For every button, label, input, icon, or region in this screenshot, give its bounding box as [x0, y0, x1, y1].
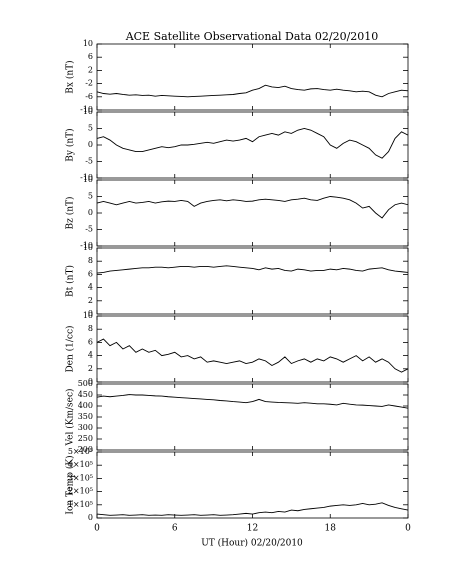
y-tick-label: -5 [85, 157, 93, 166]
chart-title: ACE Satellite Observational Data 02/20/2… [125, 30, 379, 43]
y-tick-label: 6 [88, 52, 93, 61]
y-axis-label: Bz (nT) [65, 196, 76, 229]
y-tick-label: 300 [78, 423, 93, 432]
y-tick-label: 0 [88, 513, 93, 522]
data-line [96, 84, 409, 98]
panel-frame [96, 43, 409, 111]
y-tick-label: 200 [78, 445, 93, 454]
y-tick-label: -5 [85, 225, 93, 234]
y-tick-label: 2 [88, 296, 93, 305]
x-tick-label: 6 [172, 524, 178, 534]
data-line [96, 338, 409, 373]
y-axis-label: Vel (Km/sec) [65, 388, 76, 446]
panel-frame [96, 247, 409, 315]
y-tick-label: 8 [88, 256, 93, 265]
y-tick-label: 1×10⁵ [68, 500, 93, 509]
y-tick-label: -2 [85, 79, 93, 88]
x-tick-label: 18 [325, 524, 337, 534]
y-tick-label: 6 [88, 269, 93, 278]
panel-frame [96, 383, 409, 451]
y-axis-label: Den (1/cc) [65, 325, 76, 372]
x-tick-label: 12 [247, 524, 258, 534]
y-axis-label: By (nT) [65, 128, 76, 161]
y-tick-label: 2×10⁵ [68, 487, 93, 496]
y-tick-label: 6 [88, 337, 93, 346]
y-tick-label: 400 [78, 401, 93, 410]
y-tick-label: 2 [88, 65, 93, 74]
data-line [96, 196, 409, 219]
x-tick-label: 0 [94, 524, 100, 534]
y-tick-label: -10 [80, 173, 93, 182]
y-tick-label: 0 [88, 208, 93, 217]
y-tick-label: 450 [78, 390, 93, 399]
y-tick-label: 0 [88, 140, 93, 149]
panel-frame [96, 451, 409, 519]
data-line [96, 128, 409, 159]
y-tick-label: 10 [83, 175, 93, 184]
y-tick-label: 4×10⁵ [68, 460, 93, 469]
y-tick-label: 0 [88, 377, 93, 386]
y-axis-label: Ion Temp (K) [65, 455, 76, 514]
y-tick-label: -10 [80, 105, 93, 114]
panel-frame [96, 179, 409, 247]
y-tick-label: 5 [88, 124, 93, 133]
y-tick-label: 10 [83, 39, 93, 48]
x-tick-label: 0 [405, 524, 411, 534]
y-tick-label: 2 [88, 364, 93, 373]
y-tick-label: 500 [78, 379, 93, 388]
y-tick-label: -6 [85, 92, 93, 101]
data-line [96, 502, 409, 516]
y-tick-label: 8 [88, 324, 93, 333]
y-tick-label: -10 [80, 241, 93, 250]
panel-frame [96, 111, 409, 179]
y-tick-label: 5 [88, 192, 93, 201]
y-tick-label: 10 [83, 311, 93, 320]
y-tick-label: 10 [83, 107, 93, 116]
y-tick-label: 3×10⁵ [68, 473, 93, 482]
y-tick-label: 350 [78, 412, 93, 421]
y-tick-label: 10 [83, 243, 93, 252]
panel-frame [96, 315, 409, 383]
y-tick-label: 5×10⁵ [68, 447, 93, 456]
data-line [96, 394, 409, 409]
y-tick-label: 0 [88, 309, 93, 318]
y-axis-label: Bx (nT) [65, 60, 76, 93]
y-tick-label: 250 [78, 434, 93, 443]
x-axis-label: UT (Hour) 02/20/2010 [201, 538, 303, 549]
y-tick-label: 4 [88, 283, 93, 292]
y-axis-label: Bt (nT) [65, 265, 76, 297]
y-tick-label: 4 [88, 351, 93, 360]
data-line [96, 265, 409, 274]
